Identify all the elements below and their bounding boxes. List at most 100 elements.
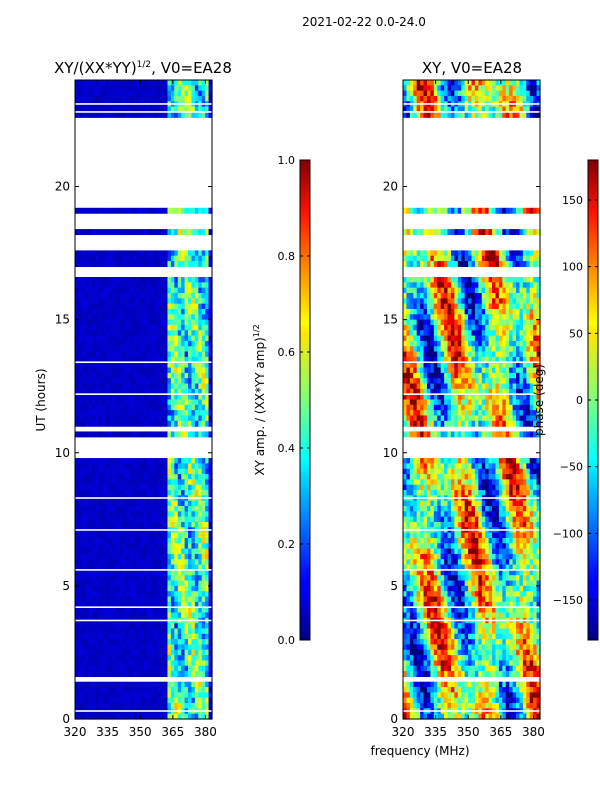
heatmap-cell — [167, 420, 172, 427]
heatmap-cell — [492, 106, 497, 113]
heatmap-cell — [198, 681, 203, 688]
heatmap-cell — [160, 655, 165, 662]
heatmap-cell — [160, 474, 165, 480]
heatmap-cell — [164, 591, 169, 598]
heatmap-cell — [430, 303, 435, 310]
heatmap-cell — [198, 458, 203, 464]
heatmap-cell — [420, 394, 425, 401]
heatmap-cell — [478, 319, 483, 326]
heatmap-cell — [533, 287, 538, 294]
heatmap-cell — [136, 346, 141, 353]
heatmap-cell — [85, 543, 90, 550]
heatmap-cell — [526, 229, 531, 236]
heatmap-cell — [201, 340, 206, 347]
heatmap-cell — [502, 85, 507, 92]
heatmap-cell — [488, 95, 493, 102]
heatmap-cell — [109, 490, 114, 496]
heatmap-cell — [526, 356, 531, 363]
heatmap-cell — [471, 282, 476, 289]
heatmap-cell — [136, 378, 141, 385]
heatmap-cell — [88, 314, 93, 321]
heatmap-cell — [153, 287, 158, 294]
heatmap-cell — [447, 287, 452, 294]
heatmap-cell — [426, 340, 431, 347]
heatmap-cell — [471, 95, 476, 102]
heatmap-cell — [426, 388, 431, 395]
heatmap-cell — [143, 261, 148, 267]
heatmap-cell — [102, 484, 107, 491]
heatmap-cell — [447, 207, 452, 214]
heatmap-cell — [191, 532, 196, 539]
heatmap-cell — [437, 340, 442, 347]
heatmap-cell — [136, 404, 141, 411]
heatmap-cell — [78, 575, 83, 582]
heatmap-cell — [433, 282, 438, 289]
heatmap-cell — [188, 80, 193, 86]
heatmap-cell — [201, 516, 206, 523]
heatmap-cell — [478, 80, 483, 86]
heatmap-cell — [126, 85, 131, 92]
heatmap-cell — [85, 362, 90, 369]
heatmap-cell — [160, 207, 165, 214]
heatmap-cell — [468, 261, 473, 267]
heatmap-cell — [174, 410, 179, 417]
heatmap-cell — [188, 607, 193, 614]
heatmap-cell — [174, 649, 179, 656]
heatmap-cell — [75, 671, 80, 677]
heatmap-cell — [188, 431, 193, 438]
heatmap-cell — [170, 356, 175, 363]
heatmap-cell — [191, 559, 196, 566]
heatmap-cell — [122, 431, 127, 438]
heatmap-cell — [205, 564, 210, 571]
heatmap-cell — [519, 314, 524, 321]
heatmap-cell — [92, 591, 97, 598]
heatmap-cell — [157, 639, 162, 646]
heatmap-cell — [150, 474, 155, 480]
heatmap-cell — [478, 111, 483, 118]
heatmap-cell — [85, 458, 90, 464]
heatmap-cell — [109, 383, 114, 390]
heatmap-cell — [136, 250, 141, 257]
heatmap-cell — [174, 362, 179, 369]
heatmap-cell — [98, 85, 103, 92]
heatmap-cell — [81, 298, 86, 305]
heatmap-cell — [109, 85, 114, 92]
heatmap-cell — [181, 351, 186, 358]
heatmap-cell — [471, 250, 476, 257]
heatmap-cell — [126, 660, 131, 667]
heatmap-cell — [188, 479, 193, 486]
heatmap-cell — [413, 330, 418, 337]
heatmap-cell — [495, 314, 500, 321]
heatmap-cell — [112, 367, 117, 374]
heatmap-cell — [160, 585, 165, 592]
y-tick-label: 20 — [55, 180, 70, 194]
heatmap-cell — [153, 559, 158, 566]
heatmap-cell — [140, 90, 145, 97]
heatmap-cell — [478, 250, 483, 257]
heatmap-cell — [146, 255, 151, 262]
heatmap-cell — [450, 277, 455, 283]
heatmap-cell — [208, 665, 213, 672]
heatmap-cell — [126, 95, 131, 102]
heatmap-cell — [536, 255, 541, 262]
heatmap-cell — [529, 95, 534, 102]
heatmap-cell — [140, 335, 145, 342]
heatmap-cell — [495, 356, 500, 363]
heatmap-cell — [536, 330, 541, 337]
heatmap-cell — [444, 293, 449, 299]
heatmap-cell — [492, 207, 497, 214]
heatmap-cell — [201, 229, 206, 236]
heatmap-cell — [88, 681, 93, 688]
heatmap-cell — [481, 95, 486, 102]
heatmap-cell — [450, 340, 455, 347]
heatmap-cell — [85, 607, 90, 614]
heatmap-cell — [143, 383, 148, 390]
heatmap-cell — [81, 479, 86, 486]
heatmap-cell — [174, 80, 179, 86]
heatmap-cell — [157, 543, 162, 550]
heatmap-cell — [140, 521, 145, 528]
heatmap-cell — [447, 340, 452, 347]
heatmap-cell — [526, 277, 531, 283]
heatmap-cell — [188, 335, 193, 342]
heatmap-cell — [102, 506, 107, 512]
